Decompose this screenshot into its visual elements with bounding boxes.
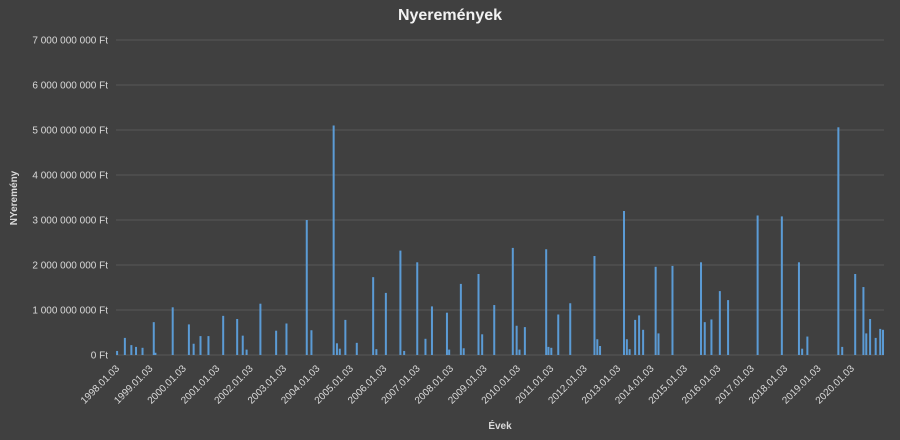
bar [727,300,730,355]
bar [241,335,244,355]
bar [657,333,660,355]
bar [171,307,174,355]
bar [222,315,225,355]
bar [865,333,868,355]
bar [623,211,626,355]
bar [879,328,882,355]
bar [654,266,657,355]
bar [599,346,602,355]
bar [154,352,157,355]
bar [430,306,433,355]
gridlines [116,39,884,356]
y-tick-label: 0 Ft [91,351,108,362]
bar [310,330,313,355]
bar [187,324,190,355]
bar [338,348,341,355]
y-tick-label: 3 000 000 000 Ft [32,216,108,227]
bar [285,323,288,355]
bar [874,337,877,355]
bar [332,125,335,355]
bar [245,349,248,355]
y-tick-label: 5 000 000 000 Ft [32,126,108,137]
bar [862,287,865,355]
bar [416,262,419,355]
bar [275,330,278,355]
y-tick-label: 1 000 000 000 Ft [32,306,108,317]
bar [869,319,872,355]
bar [481,334,484,355]
bar [384,292,387,355]
bar [638,315,641,355]
bar [881,329,884,355]
bar [477,274,480,355]
bar [207,336,210,355]
bar [399,250,402,355]
bar [135,346,138,355]
bar [596,339,599,355]
bar [459,283,462,355]
y-tick-label: 4 000 000 000 Ft [32,171,108,182]
bar [642,329,645,355]
y-tick-label: 7 000 000 000 Ft [32,36,108,47]
bar [841,346,844,355]
bar [703,322,706,355]
bar [547,346,550,355]
bar [756,215,759,355]
chart-title: Nyeremények [398,7,502,24]
bar [116,350,119,355]
bar [518,349,521,355]
bar [780,216,783,355]
bar [355,342,358,355]
x-axis-ticks: 1998.01.031999.01.032000.01.032001.01.03… [79,363,857,406]
bar [375,349,378,355]
bar [593,256,596,355]
bar [710,319,713,355]
bar [462,348,465,355]
bar [448,349,451,355]
bar [837,127,840,355]
bar [123,337,126,355]
x-axis-label: Évek [488,419,512,432]
bar [545,249,548,355]
y-axis-ticks: 0 Ft 1 000 000 000 Ft 2 000 000 000 Ft 3 00… [32,36,108,362]
bar [445,312,448,355]
bar [671,265,674,355]
y-tick-label: 2 000 000 000 Ft [32,261,108,272]
bar [801,348,804,355]
bar [700,262,703,355]
bar [344,319,347,355]
bar [569,303,572,355]
bar [523,327,526,355]
bar [806,336,809,355]
bar [236,319,239,355]
bar [493,305,496,355]
bar-series [116,125,884,355]
bar [628,349,631,355]
y-tick-label: 6 000 000 000 Ft [32,81,108,92]
bar [372,277,375,355]
bar [259,303,262,355]
bar [305,220,308,355]
bar [130,345,133,355]
bar [634,319,637,355]
bar [152,322,155,355]
bar [625,339,628,355]
y-axis-label: NYeremény [9,170,20,225]
bar [557,314,560,355]
bar [854,274,857,355]
bar [718,291,721,355]
bar [797,262,800,355]
bar [141,347,144,355]
bar [515,325,518,355]
bar [335,343,338,355]
bar [199,336,202,355]
bar [511,247,514,355]
bar [192,343,195,355]
bar [550,347,553,355]
bar [424,338,427,355]
bar [403,350,406,355]
